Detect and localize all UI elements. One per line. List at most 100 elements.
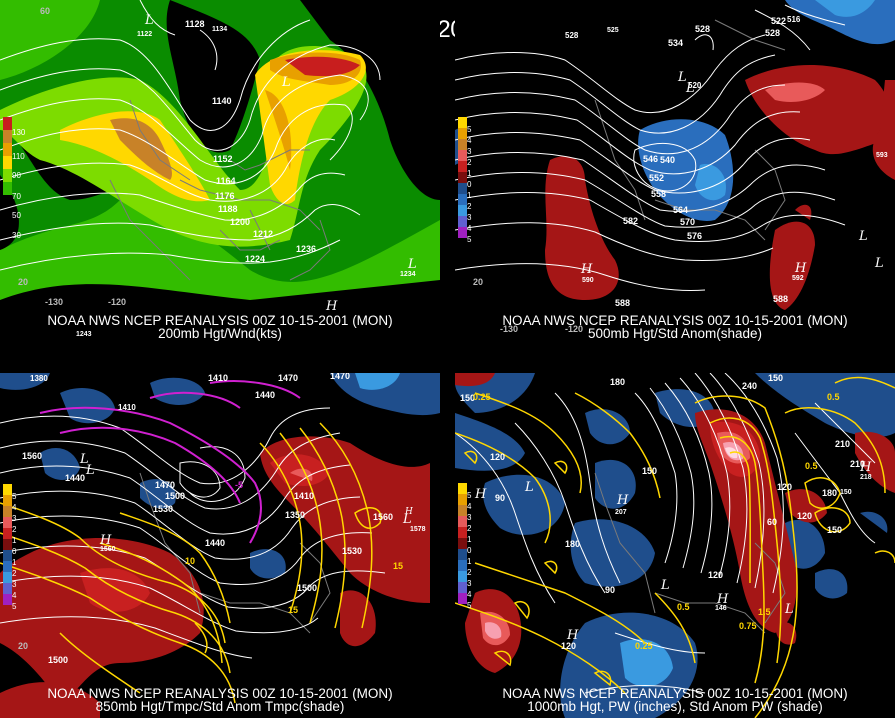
legend-label: 110 [12,152,25,161]
legend-label: 50 [12,211,21,220]
high-center: H [616,493,629,508]
pressure-centers: L H H H L H H L [474,460,872,643]
legend-label: 4 [467,136,472,145]
height-labels: 1128 1134 1122 1140 1152 1164 1176 1188 … [18,6,416,338]
legend-anomaly [458,483,467,604]
legend-anomaly [3,484,12,605]
anomaly-shading [455,0,895,310]
contour-label: 1440 [205,538,225,548]
pressure-centers: L L H H L L [580,70,884,277]
low-center: L [402,512,412,527]
contour-label: 1500 [48,655,68,665]
legend-label: 5 [12,602,17,611]
panel-850mb: 1380 1410 1410 1440 1470 1470 1560 1440 … [0,373,440,718]
contour-label: 240 [742,381,757,391]
pw-label: 0.25 [473,392,491,402]
panel-200mb: 1128 1134 1122 1140 1152 1164 1176 1188 … [0,0,440,345]
height-contours [455,373,876,694]
contour-label: 210 [835,439,850,449]
latitude-label: 20 [18,277,28,287]
pw-label: 0.5 [677,602,690,612]
height-labels: 180 150 240 150 0.25 0.5 210 120 90 180 … [460,373,872,651]
height-labels: 528 525 534 528 528 522 516 520 546 540 … [473,15,888,334]
contour-label: 1122 [137,31,152,38]
temperature-label: -5 [235,480,243,490]
no-wind-area [300,0,440,200]
contour-label: 1410 [118,403,136,412]
contour-label: 1243 [76,331,92,338]
panel-caption: NOAA NWS NCEP REANALYSIS 00Z 10-15-2001 … [47,313,393,328]
panel-subcaption: 850mb Hgt/Tmpc/Std Anom Tmpc(shade) [95,699,345,714]
no-wind-area [166,0,260,153]
contour-label: 218 [860,474,872,481]
contour-label: 1236 [296,244,316,254]
contour-label: 1176 [215,191,235,201]
contour-label: 520 [688,81,702,90]
legend-label: 3 [467,579,472,588]
contour-label: 588 [615,298,630,308]
pw-label: 1.5 [758,607,771,617]
panel-1000mb: 180 150 240 150 0.25 0.5 210 120 90 180 … [455,373,895,718]
coastlines [139,472,331,634]
contour-label: 150 [840,489,852,496]
longitude-label: -130 [45,297,63,307]
high-center: H [99,533,112,548]
contour-label: 180 [822,488,837,498]
high-center: H [325,299,338,314]
panel-subcaption: 1000mb Hgt, PW (inches), Std Anom PW (sh… [527,699,823,714]
legend-label: 1 [467,557,472,566]
legend-label: 1 [467,191,472,200]
low-center: L [524,480,534,495]
legend-label: 5 [467,601,472,610]
jet-core [265,90,292,170]
contour-label: 150 [460,393,475,403]
latitude-label: 20 [473,277,483,287]
contour-label: 525 [607,27,619,34]
contour-label: 590 [582,277,594,284]
map-1000mb: 180 150 240 150 0.25 0.5 210 120 90 180 … [455,373,895,718]
contour-label: 1560 [373,512,393,522]
high-center: H [794,261,807,276]
contour-label: 1164 [216,176,236,186]
longitude-label: -130 [500,324,518,334]
contour-label: 1530 [153,504,173,514]
contour-label: 1234 [400,271,416,278]
contour-label: 210 [850,459,865,469]
no-wind-area [0,280,440,345]
longitude-label: -120 [565,324,583,334]
contour-label: 582 [623,216,638,226]
contour-label: 588 [773,294,788,304]
contour-label: 1380 [30,374,48,383]
contour-label: 1470 [155,480,175,490]
legend-label: 3 [467,513,472,522]
map-850mb: 1380 1410 1410 1440 1470 1470 1560 1440 … [0,373,440,718]
contour-label: 1500 [165,491,185,501]
legend-label: 2 [467,568,472,577]
contour-label: 528 [765,28,780,38]
legend-label: 30 [12,231,21,240]
low-center: L [144,13,154,28]
low-center: L [784,602,794,617]
contour-label: 150 [827,525,842,535]
contour-label: 1200 [230,217,250,227]
height-contours [455,4,846,291]
contour-label: 1134 [212,26,227,33]
temperature-contours [0,422,382,704]
contour-label: 516 [787,15,801,24]
legend-anomaly [458,117,467,238]
legend-label: 0 [467,546,472,555]
map-500mb: 528 525 534 528 528 522 516 520 546 540 … [455,0,895,345]
legend-label: 90 [12,171,21,180]
panel-caption: NOAA NWS NCEP REANALYSIS 00Z 10-15-2001 … [47,686,393,701]
contour-label: 1152 [213,154,233,164]
legend-label: 3 [467,213,472,222]
contour-label: 180 [610,377,625,387]
height-contours [0,0,381,271]
low-center: L [407,257,417,272]
contour-label: 1500 [297,583,317,593]
contour-label: 120 [708,570,723,580]
contour-label: 1212 [253,229,273,239]
low-center: L [858,229,868,244]
high-center: H [716,592,729,607]
contour-label: 120 [561,641,576,651]
